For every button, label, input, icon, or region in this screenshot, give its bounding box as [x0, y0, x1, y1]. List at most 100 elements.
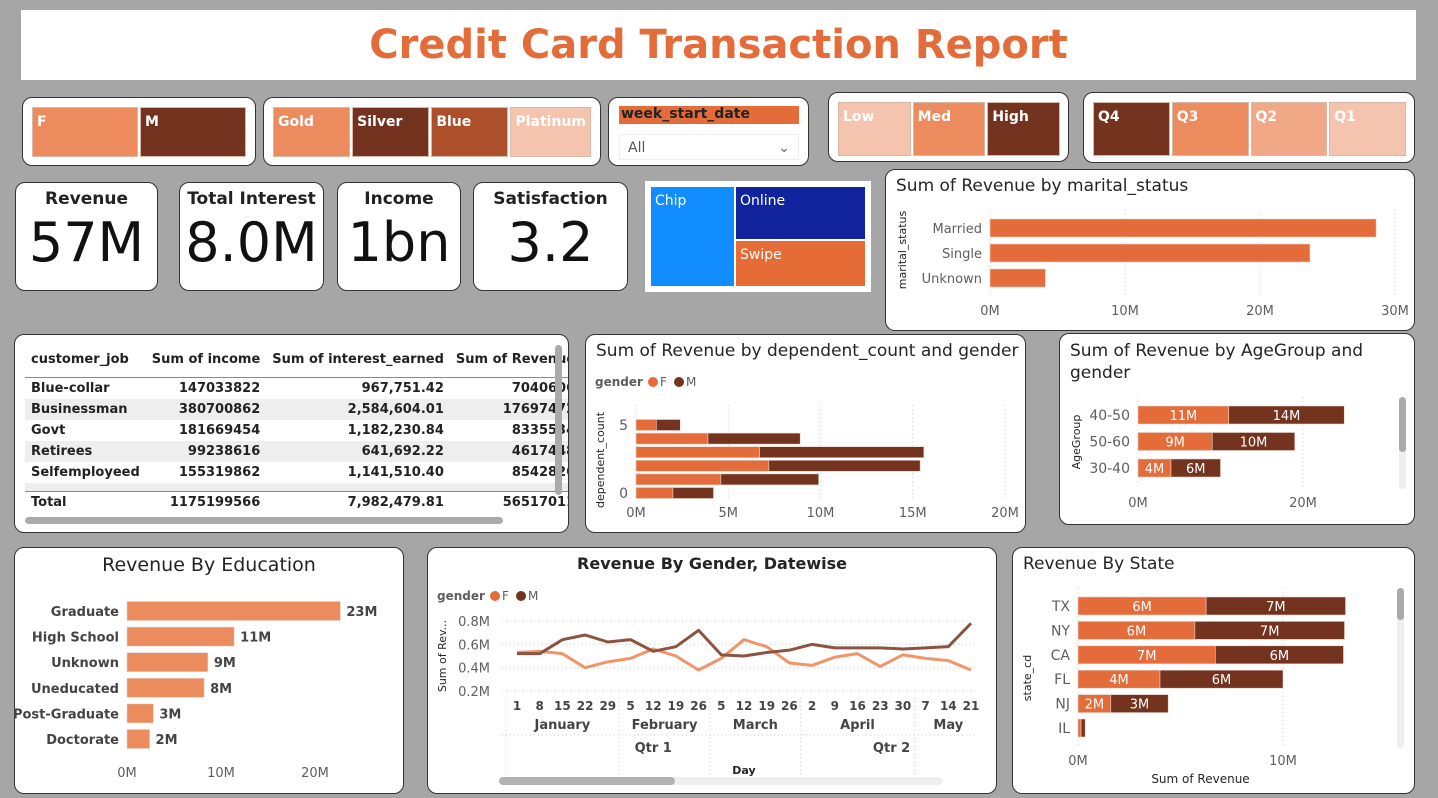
- x-tick-label: 15: [554, 699, 571, 713]
- slicer-tile-platinum[interactable]: Platinum: [510, 107, 591, 157]
- slicer-tile-high[interactable]: High: [987, 102, 1061, 156]
- bar-f: [635, 432, 709, 445]
- kpi-revenue: Revenue 57M: [15, 182, 158, 291]
- legend-marker-icon: [674, 377, 684, 387]
- total-cell: 56517011: [502, 494, 569, 510]
- vertical-scrollbar[interactable]: [555, 345, 562, 495]
- vertical-scrollbar[interactable]: [1399, 397, 1406, 489]
- kpi-income: Income 1bn: [337, 182, 461, 291]
- bar-high school: [126, 626, 235, 647]
- revenue-by-state-chart: Revenue By State 0M 10M TX 6M 7M NY 6M 7M CA 7M 6M…: [1012, 547, 1415, 794]
- month-label: April: [840, 718, 875, 733]
- kpi-total-interest: Total Interest 8.0M: [179, 182, 324, 291]
- table-cell: [25, 483, 568, 491]
- state-bar-chart: 0M 10M TX 6M 7M NY 6M 7M CA 7M 6M FL 4M 6M NJ 2M 3M IL sta…: [1021, 588, 1346, 786]
- bar-post-graduate: [126, 703, 154, 724]
- x-tick-label: 16: [849, 699, 866, 713]
- x-tick-label: 1: [513, 699, 521, 713]
- x-tick-label: 10M: [207, 766, 235, 781]
- bar-single: [989, 243, 1311, 263]
- table-cell: Selfemployeed: [31, 465, 140, 480]
- slicer-tile-m[interactable]: M: [140, 107, 246, 157]
- table-cell: 4617448: [511, 444, 569, 459]
- week-start-date-dropdown[interactable]: All ⌄: [619, 134, 799, 160]
- column-header[interactable]: Sum of interest_earned: [272, 351, 444, 367]
- horizontal-scrollbar[interactable]: [25, 517, 503, 524]
- bar-graduate: [126, 601, 341, 621]
- legend-item: M: [686, 375, 696, 389]
- revenue-by-marital-status-chart: Sum of Revenue by marital_status 0M 10M 20…: [885, 169, 1415, 331]
- slicer-tile-blue[interactable]: Blue: [431, 107, 509, 157]
- agegroup-bar-chart: 0M 20M 40-50 11M 14M 50-60 9M 10M 30-40 4M 6M AgeGr…: [1070, 397, 1345, 511]
- data-label: 10M: [1240, 436, 1268, 451]
- y-category-label: 40-50: [1089, 408, 1130, 424]
- bar-m: [1080, 718, 1086, 738]
- y-tick-label: 0.4M: [458, 662, 490, 677]
- table-cell: 967,751.42: [361, 381, 444, 396]
- table-row[interactable]: Govt 181669454 1,182,230.84 8335534: [25, 420, 568, 441]
- x-tick-label: 0M: [1068, 754, 1088, 769]
- data-label: 6M: [1127, 624, 1147, 639]
- y-category-label: 30-40: [1089, 461, 1130, 477]
- table-row[interactable]: Businessman 380700862 2,584,604.01 17697472: [25, 399, 568, 420]
- bar-f: [635, 460, 770, 472]
- slicer-tile-silver[interactable]: Silver: [352, 107, 430, 157]
- slicer-tile-q2[interactable]: Q2: [1250, 102, 1328, 156]
- data-label: 23M: [346, 605, 377, 620]
- legend-marker-icon: [648, 377, 658, 387]
- vertical-scrollbar[interactable]: [1397, 588, 1404, 748]
- tile-label: Chip: [655, 193, 687, 209]
- slicer-tile-low[interactable]: Low: [838, 102, 911, 156]
- column-header[interactable]: Sum of Revenue: [455, 351, 569, 367]
- slicer-tile-gold[interactable]: Gold: [273, 107, 351, 157]
- slicer-tile-q1[interactable]: Q1: [1329, 102, 1406, 156]
- x-tick-label: 5M: [719, 506, 739, 521]
- slicer-tile-f[interactable]: F: [32, 107, 138, 157]
- legend-item: F: [502, 589, 509, 603]
- x-tick-label: 12: [736, 699, 753, 713]
- data-label: 14M: [1273, 409, 1301, 424]
- scrollbar-thumb[interactable]: [1397, 588, 1404, 620]
- table-cell: 8542826: [511, 465, 569, 480]
- table-cell: 380700862: [178, 402, 261, 417]
- month-label: February: [632, 718, 698, 733]
- x-axis-title: Sum of Revenue: [1151, 772, 1249, 786]
- table-row[interactable]: Blue-collar 147033822 967,751.42 7040606: [25, 378, 568, 400]
- treemap-tile-swipe[interactable]: Swipe: [736, 241, 865, 286]
- quarter-label: Qtr 2: [873, 741, 910, 756]
- horizontal-scrollbar[interactable]: [499, 777, 942, 785]
- bar-uneducated: [126, 678, 205, 698]
- chart-title: Sum of Revenue by dependent_count and ge…: [596, 341, 1019, 361]
- table-cell: Govt: [31, 423, 66, 438]
- scrollbar-thumb[interactable]: [499, 777, 675, 785]
- x-tick-label: 20M: [301, 766, 329, 781]
- slicer-tile-q3[interactable]: Q3: [1171, 102, 1249, 156]
- y-category-label: Unknown: [51, 656, 119, 671]
- slicer-header: week_start_date: [619, 106, 799, 124]
- level-slicer-tiles: Low Med High: [838, 102, 1061, 156]
- legend-marker-icon: [516, 591, 526, 601]
- treemap-tile-chip[interactable]: Chip: [651, 187, 734, 286]
- column-header[interactable]: customer_job: [31, 351, 129, 367]
- treemap-tile-online[interactable]: Online: [736, 187, 865, 239]
- x-tick-label: 5: [717, 699, 725, 713]
- column-header[interactable]: Sum of income: [151, 351, 261, 367]
- x-tick-label: 0M: [980, 304, 1000, 319]
- y-category-label: Uneducated: [31, 682, 119, 697]
- bar-m: [672, 487, 714, 499]
- y-axis-title: dependent_count: [594, 411, 607, 508]
- x-tick-label: 10M: [1111, 304, 1139, 319]
- quarter-label: Qtr 1: [635, 741, 672, 756]
- bar-m: [655, 419, 681, 431]
- table-row[interactable]: Retirees 99238616 641,692.22 4617448: [25, 441, 569, 462]
- slicer-tile-med[interactable]: Med: [912, 102, 986, 156]
- total-cell: Total: [31, 494, 67, 510]
- marital-status-bar-chart: 0M 10M 20M 30M Married Single Unknown marital_s…: [896, 210, 1409, 319]
- table-row[interactable]: Selfemployeed 155319862 1,141,510.40 854282…: [25, 462, 569, 483]
- scrollbar-thumb[interactable]: [1399, 397, 1406, 452]
- dependent-count-bar-chart: 0M 5M 10M 15M 20M 5 0 dependent_count gender F M: [594, 375, 1019, 521]
- slicer-tile-q4[interactable]: Q4: [1093, 102, 1170, 156]
- tile-label: Swipe: [740, 247, 782, 263]
